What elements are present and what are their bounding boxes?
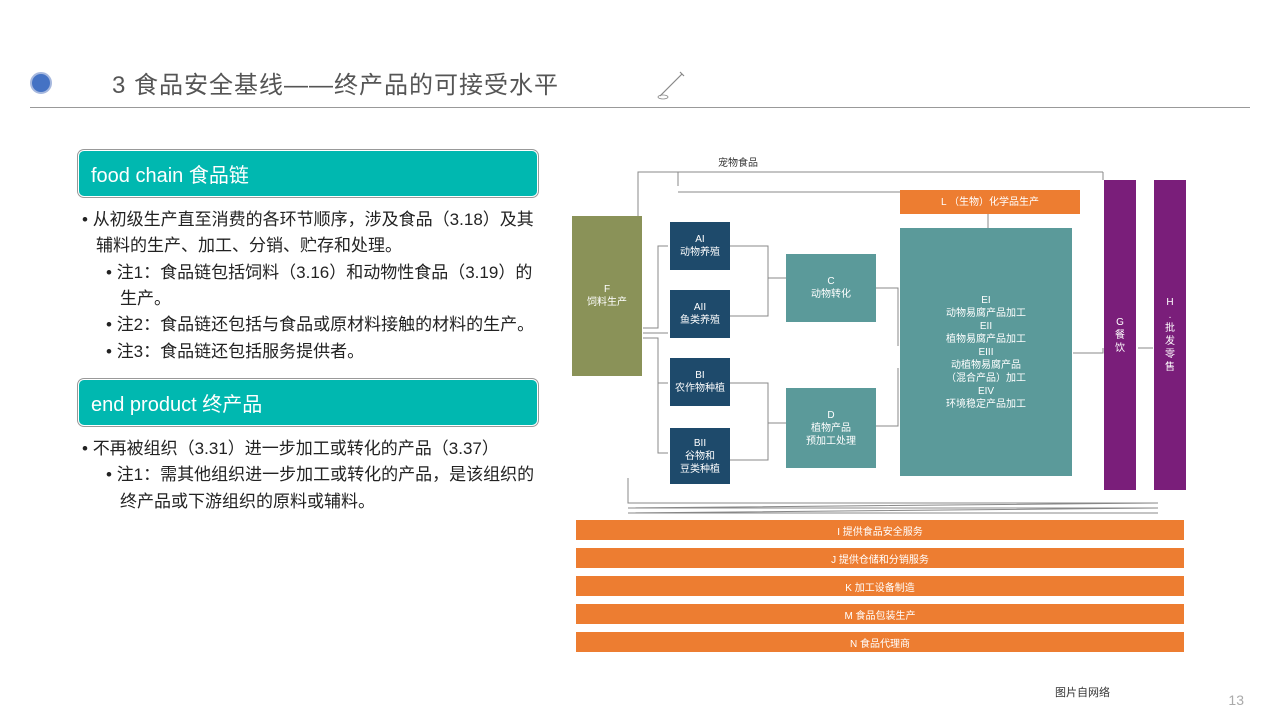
box-AI: AI 动物养殖 <box>670 222 730 270</box>
page-number: 13 <box>1228 692 1244 708</box>
section2-header: end product 终产品 <box>78 379 538 426</box>
header-bullet <box>30 72 52 94</box>
section1-header: food chain 食品链 <box>78 150 538 197</box>
box-AII: AII 鱼类养殖 <box>670 290 730 338</box>
image-credit: 图片自网络 <box>1055 684 1110 700</box>
box-G: G 餐 饮 <box>1104 180 1136 490</box>
strip-N: N 食品代理商 <box>576 632 1184 652</box>
section1-main: 从初级生产直至消费的各环节顺序，涉及食品（3.18）及其辅料的生产、加工、分销、… <box>96 207 538 260</box>
box-BI: BI 农作物种植 <box>670 358 730 406</box>
strip-K: K 加工设备制造 <box>576 576 1184 596</box>
section2-main: 不再被组织（3.31）进一步加工或转化的产品（3.37） <box>96 436 538 462</box>
box-C: C 动物转化 <box>786 254 876 322</box>
strip-J: J 提供仓储和分销服务 <box>576 548 1184 568</box>
section2-list: 不再被组织（3.31）进一步加工或转化的产品（3.37） 注1：需其他组织进一步… <box>78 436 538 515</box>
box-D: D 植物产品 预加工处理 <box>786 388 876 468</box>
box-BII: BII 谷物和 豆类种植 <box>670 428 730 484</box>
section1-note1: 注1：食品链包括饲料（3.16）和动物性食品（3.19）的生产。 <box>120 260 538 313</box>
section2-note1: 注1：需其他组织进一步加工或转化的产品，是该组织的终产品或下游组织的原料或辅料。 <box>120 462 538 515</box>
box-E: EI 动物易腐产品加工 EII 植物易腐产品加工 EIII 动植物易腐产品 （混… <box>900 228 1072 476</box>
section2-notes: 注1：需其他组织进一步加工或转化的产品，是该组织的终产品或下游组织的原料或辅料。 <box>96 462 538 515</box>
box-H: H . 批 发 零 售 <box>1154 180 1186 490</box>
section1-list: 从初级生产直至消费的各环节顺序，涉及食品（3.18）及其辅料的生产、加工、分销、… <box>78 207 538 365</box>
pen-icon <box>654 68 690 104</box>
section1-notes: 注1：食品链包括饲料（3.16）和动物性食品（3.19）的生产。 注2：食品链还… <box>96 260 538 365</box>
box-F: F 饲料生产 <box>572 216 642 376</box>
left-content: food chain 食品链 从初级生产直至消费的各环节顺序，涉及食品（3.18… <box>78 150 538 529</box>
strip-M: M 食品包装生产 <box>576 604 1184 624</box>
strip-I: I 提供食品安全服务 <box>576 520 1184 540</box>
box-L: L （生物）化学品生产 <box>900 190 1080 214</box>
slide-header: 3 食品安全基线——终产品的可接受水平 <box>30 58 1250 108</box>
food-chain-diagram: 宠物食品 L （生物）化学品生产 F 饲料生产 AI 动物养殖 AII 鱼类养殖… <box>568 158 1208 678</box>
slide-title: 3 食品安全基线——终产品的可接受水平 <box>112 65 559 100</box>
section1-note3: 注3：食品链还包括服务提供者。 <box>120 339 538 365</box>
section1-note2: 注2：食品链还包括与食品或原材料接触的材料的生产。 <box>120 312 538 338</box>
